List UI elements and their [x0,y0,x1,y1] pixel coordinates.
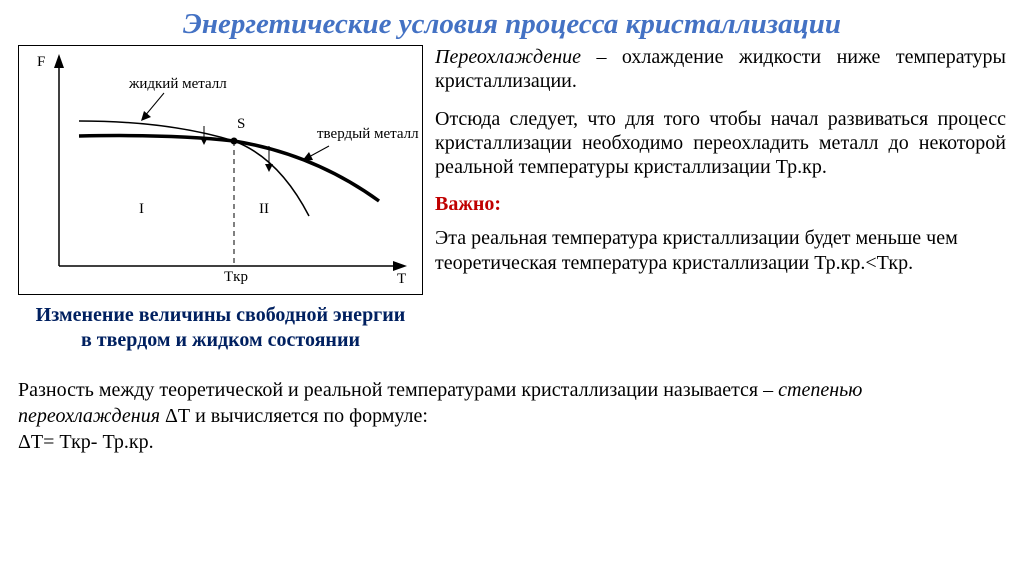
x-axis-label: T [397,271,406,288]
liquid-curve-label: жидкий металл [129,76,227,93]
definition-paragraph: Переохлаждение – охлаждение жидкости ниж… [435,45,1006,93]
region-1-label: I [139,201,144,218]
important-label: Важно: [435,193,1006,216]
bottom-text: Разность между теоретической и реальной … [18,377,1006,455]
slide-title: Энергетические условия процесса кристалл… [18,8,1006,41]
caption-line-2: в твердом и жидком состоянии [81,329,360,351]
y-axis-label: F [37,54,45,71]
important-paragraph: Эта реальная температура кристаллизации … [435,226,1006,276]
point-s-label: S [237,116,245,133]
bottom-formula: ΔТ= Ткр- Тр.кр. [18,431,154,453]
bottom-line1c: ΔТ и вычисляется по формуле: [160,405,428,427]
caption-line-1: Изменение величины свободной энергии [36,304,406,326]
x-tick-label: Tкр [224,269,248,286]
region-2-label: II [259,201,269,218]
bottom-line1a: Разность между теоретической и реальной … [18,379,778,401]
right-column: Переохлаждение – охлаждение жидкости ниж… [435,45,1006,353]
chart-caption: Изменение величины свободной энергии в т… [18,303,423,353]
left-column: F T Tкр S I II жидкий металл твердый мет… [18,45,423,353]
solid-curve-label: твердый металл [317,126,419,143]
upper-row: F T Tкр S I II жидкий металл твердый мет… [18,45,1006,353]
explanation-paragraph: Отсюда следует, что для того чтобы начал… [435,107,1006,179]
free-energy-chart: F T Tкр S I II жидкий металл твердый мет… [18,45,423,295]
term-supercooling: Переохлаждение [435,46,581,68]
